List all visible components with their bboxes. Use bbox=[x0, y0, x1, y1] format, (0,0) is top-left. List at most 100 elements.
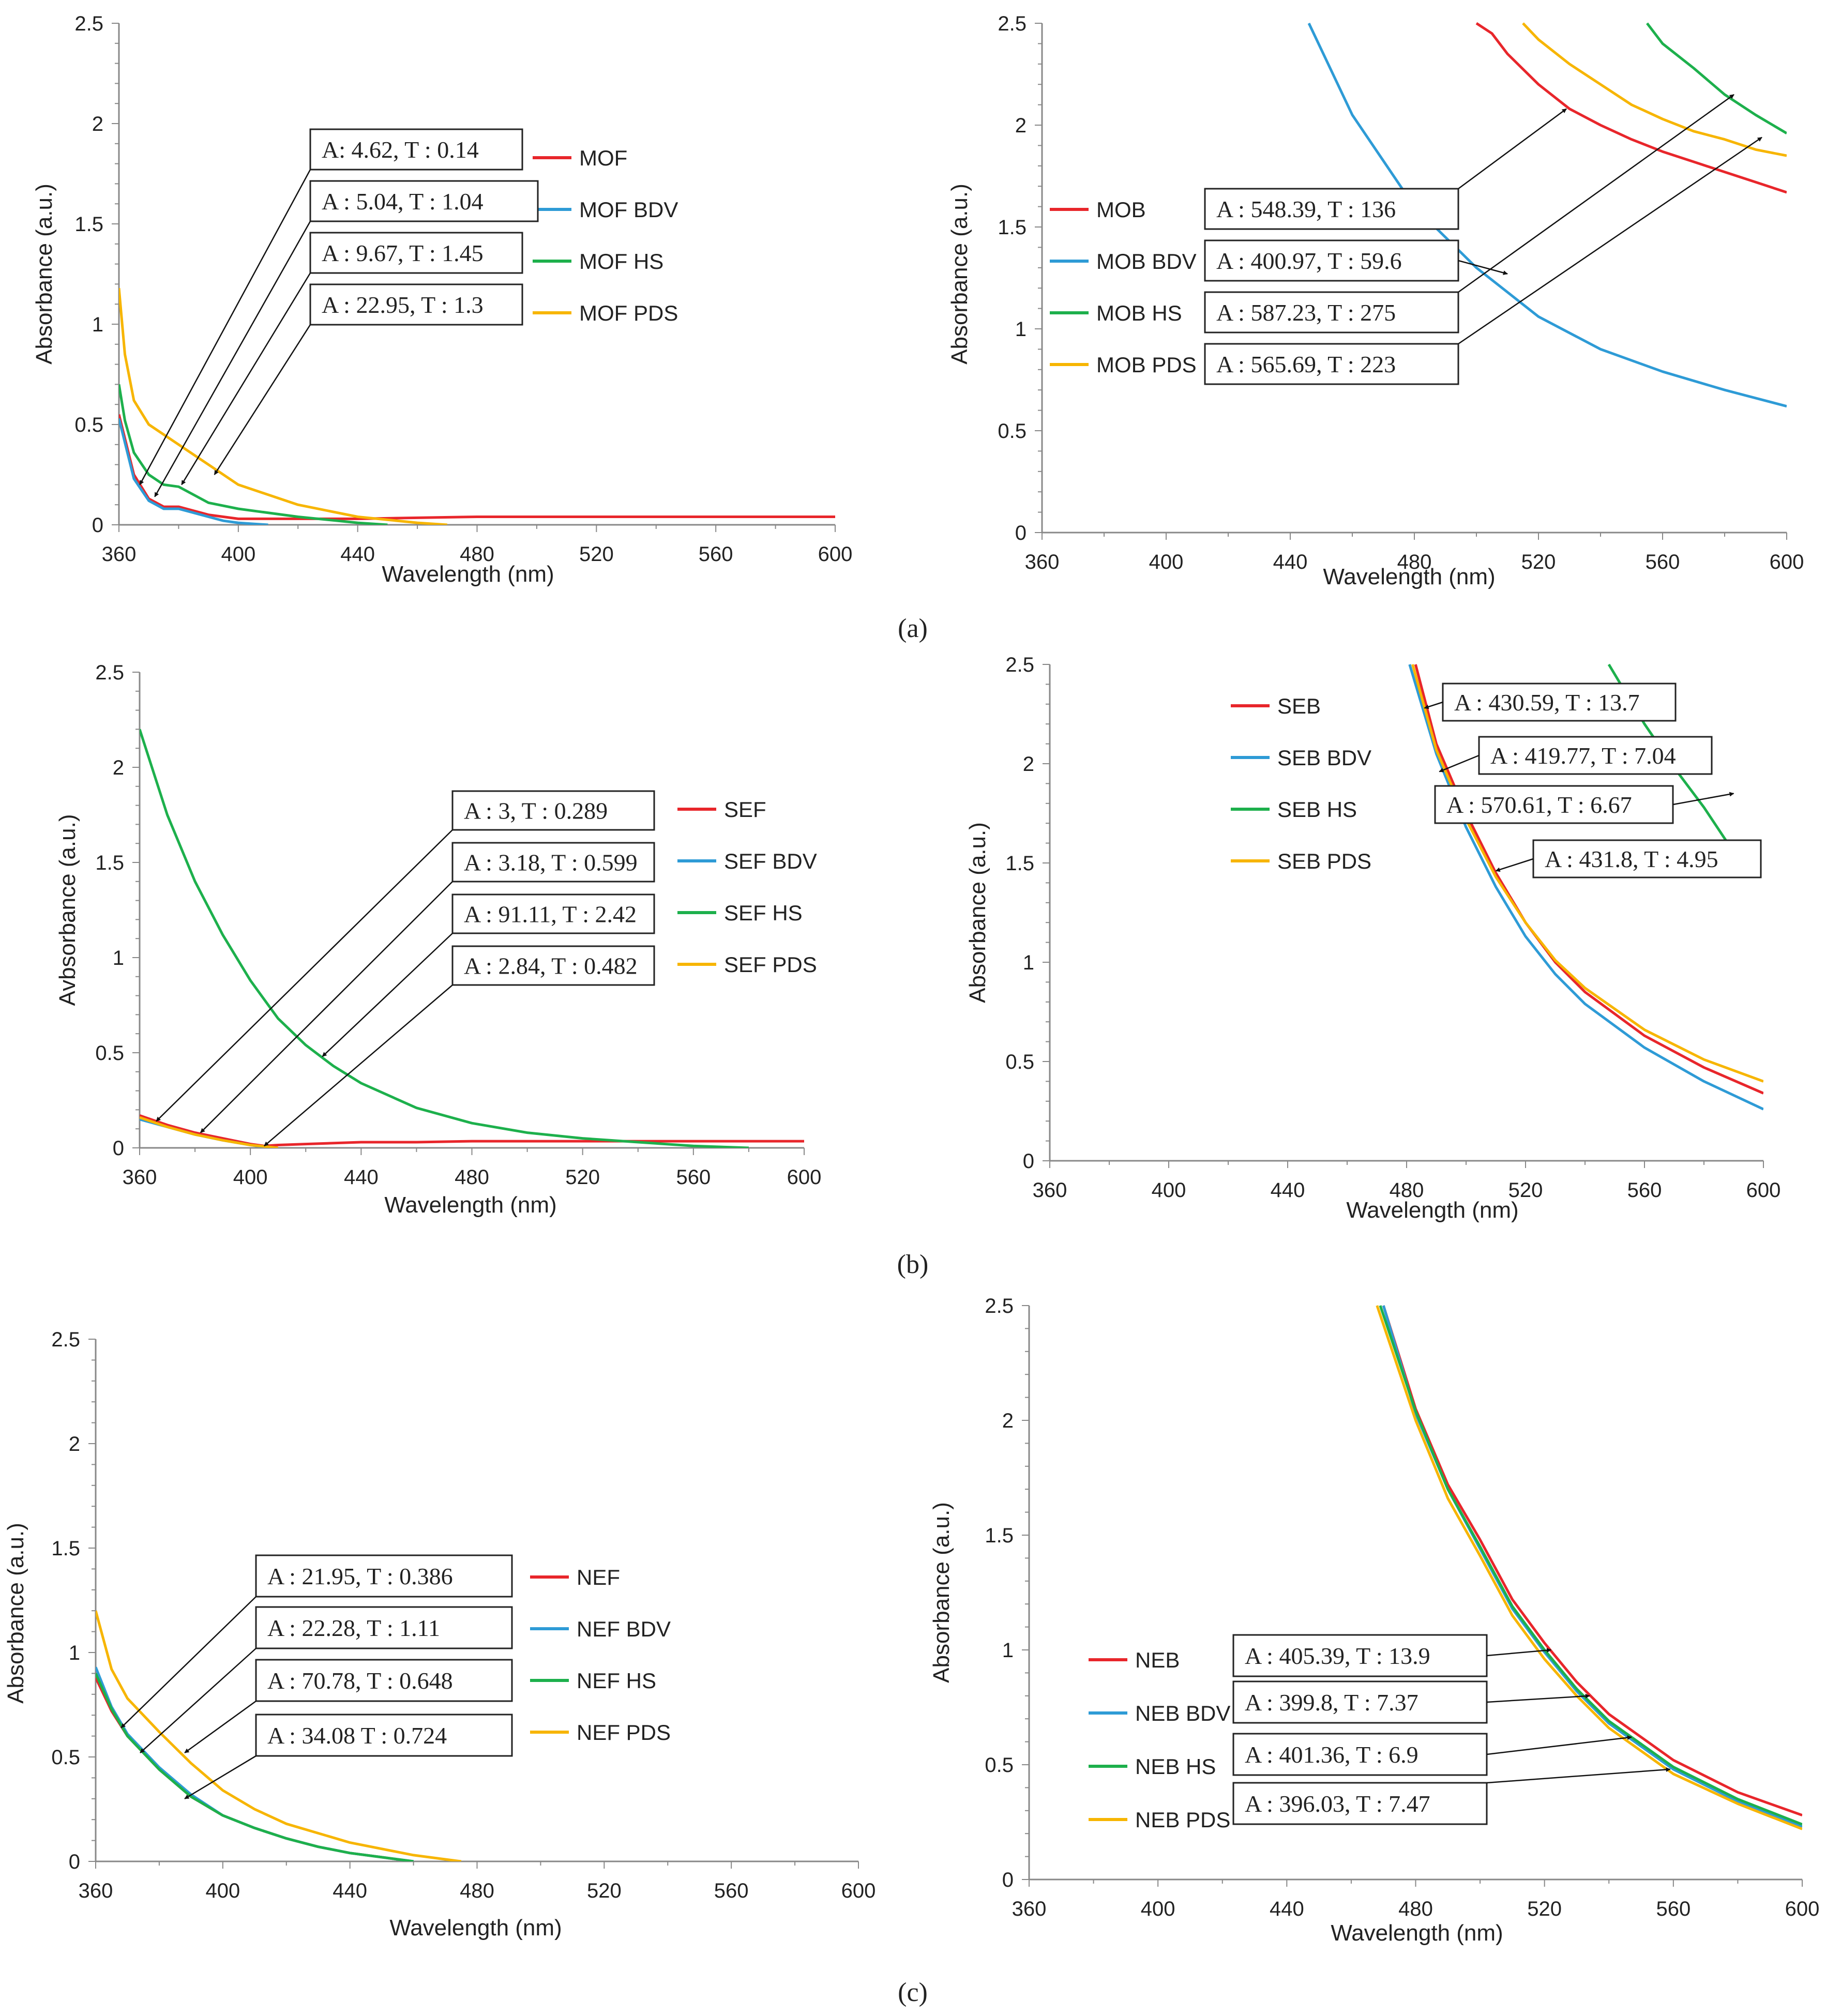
x-tick-label: 520 bbox=[1508, 1179, 1543, 1202]
x-tick-label: 520 bbox=[579, 543, 614, 566]
y-tick-label: 1.5 bbox=[51, 1537, 80, 1560]
annotation-arrow bbox=[1458, 137, 1762, 345]
series-line bbox=[1522, 22, 1787, 157]
annotation-arrow bbox=[200, 881, 453, 1133]
x-tick-label: 360 bbox=[1025, 551, 1060, 573]
y-tick-label: 0 bbox=[1002, 1869, 1014, 1891]
chart-c-right: 0 0.5 1 1.5 2 2.5 360 400 440 480 520 560 600 Wavelen… bbox=[929, 1295, 1819, 1946]
annotation-arrow bbox=[264, 984, 453, 1147]
legend-label: MOB BDV bbox=[1096, 249, 1197, 274]
y-axis-label: Absorbance (a.u.) bbox=[965, 822, 990, 1003]
annotation-text: A : 430.59, T : 13.7 bbox=[1454, 689, 1640, 716]
legend-label: MOF bbox=[579, 146, 627, 170]
annotation-box bbox=[451, 893, 655, 934]
y-tick-label: 2.5 bbox=[51, 1328, 80, 1351]
y-tick-label: 0.5 bbox=[74, 414, 103, 436]
x-tick-label: 480 bbox=[460, 1879, 494, 1902]
annotation-text: A : 548.39, T : 136 bbox=[1216, 196, 1396, 222]
y-tick-label: 2 bbox=[92, 113, 103, 135]
series-line bbox=[1646, 22, 1787, 134]
annotation-text: A : 401.36, T : 6.9 bbox=[1245, 1741, 1418, 1768]
annotation-arrow bbox=[214, 324, 311, 475]
annotation-arrow bbox=[1439, 754, 1480, 772]
x-tick-label: 600 bbox=[841, 1879, 876, 1902]
annotation-box bbox=[1434, 785, 1674, 824]
annotation-text: A : 396.03, T : 7.47 bbox=[1245, 1791, 1430, 1817]
annotation-box bbox=[309, 128, 523, 171]
y-tick-label: 2.5 bbox=[998, 12, 1027, 35]
annotation-box bbox=[1478, 736, 1713, 775]
series-line bbox=[1411, 664, 1763, 1083]
series-line bbox=[119, 384, 388, 525]
y-tick-label: 1.5 bbox=[95, 852, 124, 874]
annotation-arrow bbox=[1458, 108, 1567, 190]
y-tick-label: 1.5 bbox=[985, 1524, 1014, 1547]
x-tick-label: 480 bbox=[1390, 1179, 1424, 1202]
legend-label: NEB HS bbox=[1135, 1754, 1216, 1779]
annotation-text: A : 570.61, T : 6.67 bbox=[1446, 792, 1632, 818]
y-tick-label: 1.5 bbox=[1005, 852, 1034, 875]
y-tick-label: 2.5 bbox=[74, 12, 103, 35]
x-tick-label: 600 bbox=[1770, 551, 1804, 573]
annotation-arrow bbox=[184, 1700, 256, 1753]
x-axis-label: Wavelength (nm) bbox=[384, 1192, 556, 1218]
annotation-arrow bbox=[154, 221, 311, 497]
series-line bbox=[140, 1116, 278, 1148]
x-tick-label: 600 bbox=[787, 1166, 822, 1189]
x-tick-label: 520 bbox=[1527, 1898, 1562, 1920]
y-tick-label: 1 bbox=[1002, 1639, 1014, 1662]
annotation-box bbox=[309, 180, 539, 222]
x-tick-label: 440 bbox=[1271, 1179, 1305, 1202]
annotation-arrow bbox=[1486, 1735, 1632, 1755]
x-tick-label: 400 bbox=[221, 543, 255, 566]
annotation-text: A : 400.97, T : 59.6 bbox=[1216, 248, 1402, 274]
x-axis-label: Wavelength (nm) bbox=[1323, 564, 1495, 589]
legend-label: NEF PDS bbox=[577, 1720, 671, 1745]
y-tick-label: 2 bbox=[1023, 753, 1034, 776]
y-axis-label: Avbsorbance (a.u.) bbox=[55, 814, 80, 1006]
annotation-arrow bbox=[139, 169, 311, 486]
annotation-text: A : 34.08 T : 0.724 bbox=[267, 1722, 447, 1749]
annotation-arrow bbox=[1672, 792, 1734, 806]
annotation-arrow bbox=[322, 933, 453, 1057]
y-tick-label: 2 bbox=[1002, 1409, 1014, 1432]
series-line bbox=[96, 1677, 414, 1861]
annotation-text: A : 419.77, T : 7.04 bbox=[1490, 742, 1676, 769]
legend-label: SEF BDV bbox=[724, 849, 817, 873]
series-line bbox=[140, 1114, 804, 1147]
x-tick-label: 600 bbox=[1785, 1898, 1820, 1920]
y-tick-label: 1.5 bbox=[998, 216, 1027, 239]
y-tick-label: 2 bbox=[69, 1433, 80, 1456]
x-axis-label: Wavelength (nm) bbox=[1346, 1198, 1518, 1223]
series-line bbox=[1414, 664, 1763, 1095]
x-tick-label: 560 bbox=[714, 1879, 749, 1902]
series-line bbox=[1408, 664, 1763, 1111]
panel-label-b: (b) bbox=[897, 1250, 929, 1279]
annotation-box bbox=[451, 945, 655, 986]
annotation-arrow bbox=[156, 829, 453, 1122]
annotation-box bbox=[1232, 1733, 1488, 1776]
y-axis-label: Absorbance (a.u.) bbox=[929, 1502, 954, 1683]
x-tick-label: 400 bbox=[205, 1879, 240, 1902]
y-tick-label: 1.5 bbox=[74, 213, 103, 236]
series-line bbox=[1382, 1305, 1802, 1817]
annotation-arrow bbox=[1495, 858, 1534, 872]
annotation-text: A : 3, T : 0.289 bbox=[464, 798, 608, 824]
series-line bbox=[119, 414, 835, 520]
annotation-text: A : 22.95, T : 1.3 bbox=[322, 292, 484, 318]
annotation-text: A : 9.67, T : 1.45 bbox=[322, 240, 484, 266]
legend-label: SEB bbox=[1277, 694, 1321, 718]
x-tick-label: 560 bbox=[1646, 551, 1680, 573]
x-tick-label: 360 bbox=[79, 1879, 113, 1902]
annotation-box bbox=[255, 1714, 513, 1757]
annotation-box bbox=[255, 1606, 513, 1649]
annotation-box bbox=[255, 1659, 513, 1702]
annotation-arrow bbox=[181, 272, 311, 486]
annotation-arrow bbox=[184, 1755, 256, 1799]
annotation-arrow bbox=[1458, 260, 1508, 275]
x-tick-label: 440 bbox=[1270, 1898, 1304, 1920]
panel-label-a: (a) bbox=[898, 614, 928, 643]
annotation-text: A : 3.18, T : 0.599 bbox=[464, 850, 638, 876]
annotation-text: A : 70.78, T : 0.648 bbox=[267, 1668, 453, 1694]
x-tick-label: 440 bbox=[333, 1879, 367, 1902]
